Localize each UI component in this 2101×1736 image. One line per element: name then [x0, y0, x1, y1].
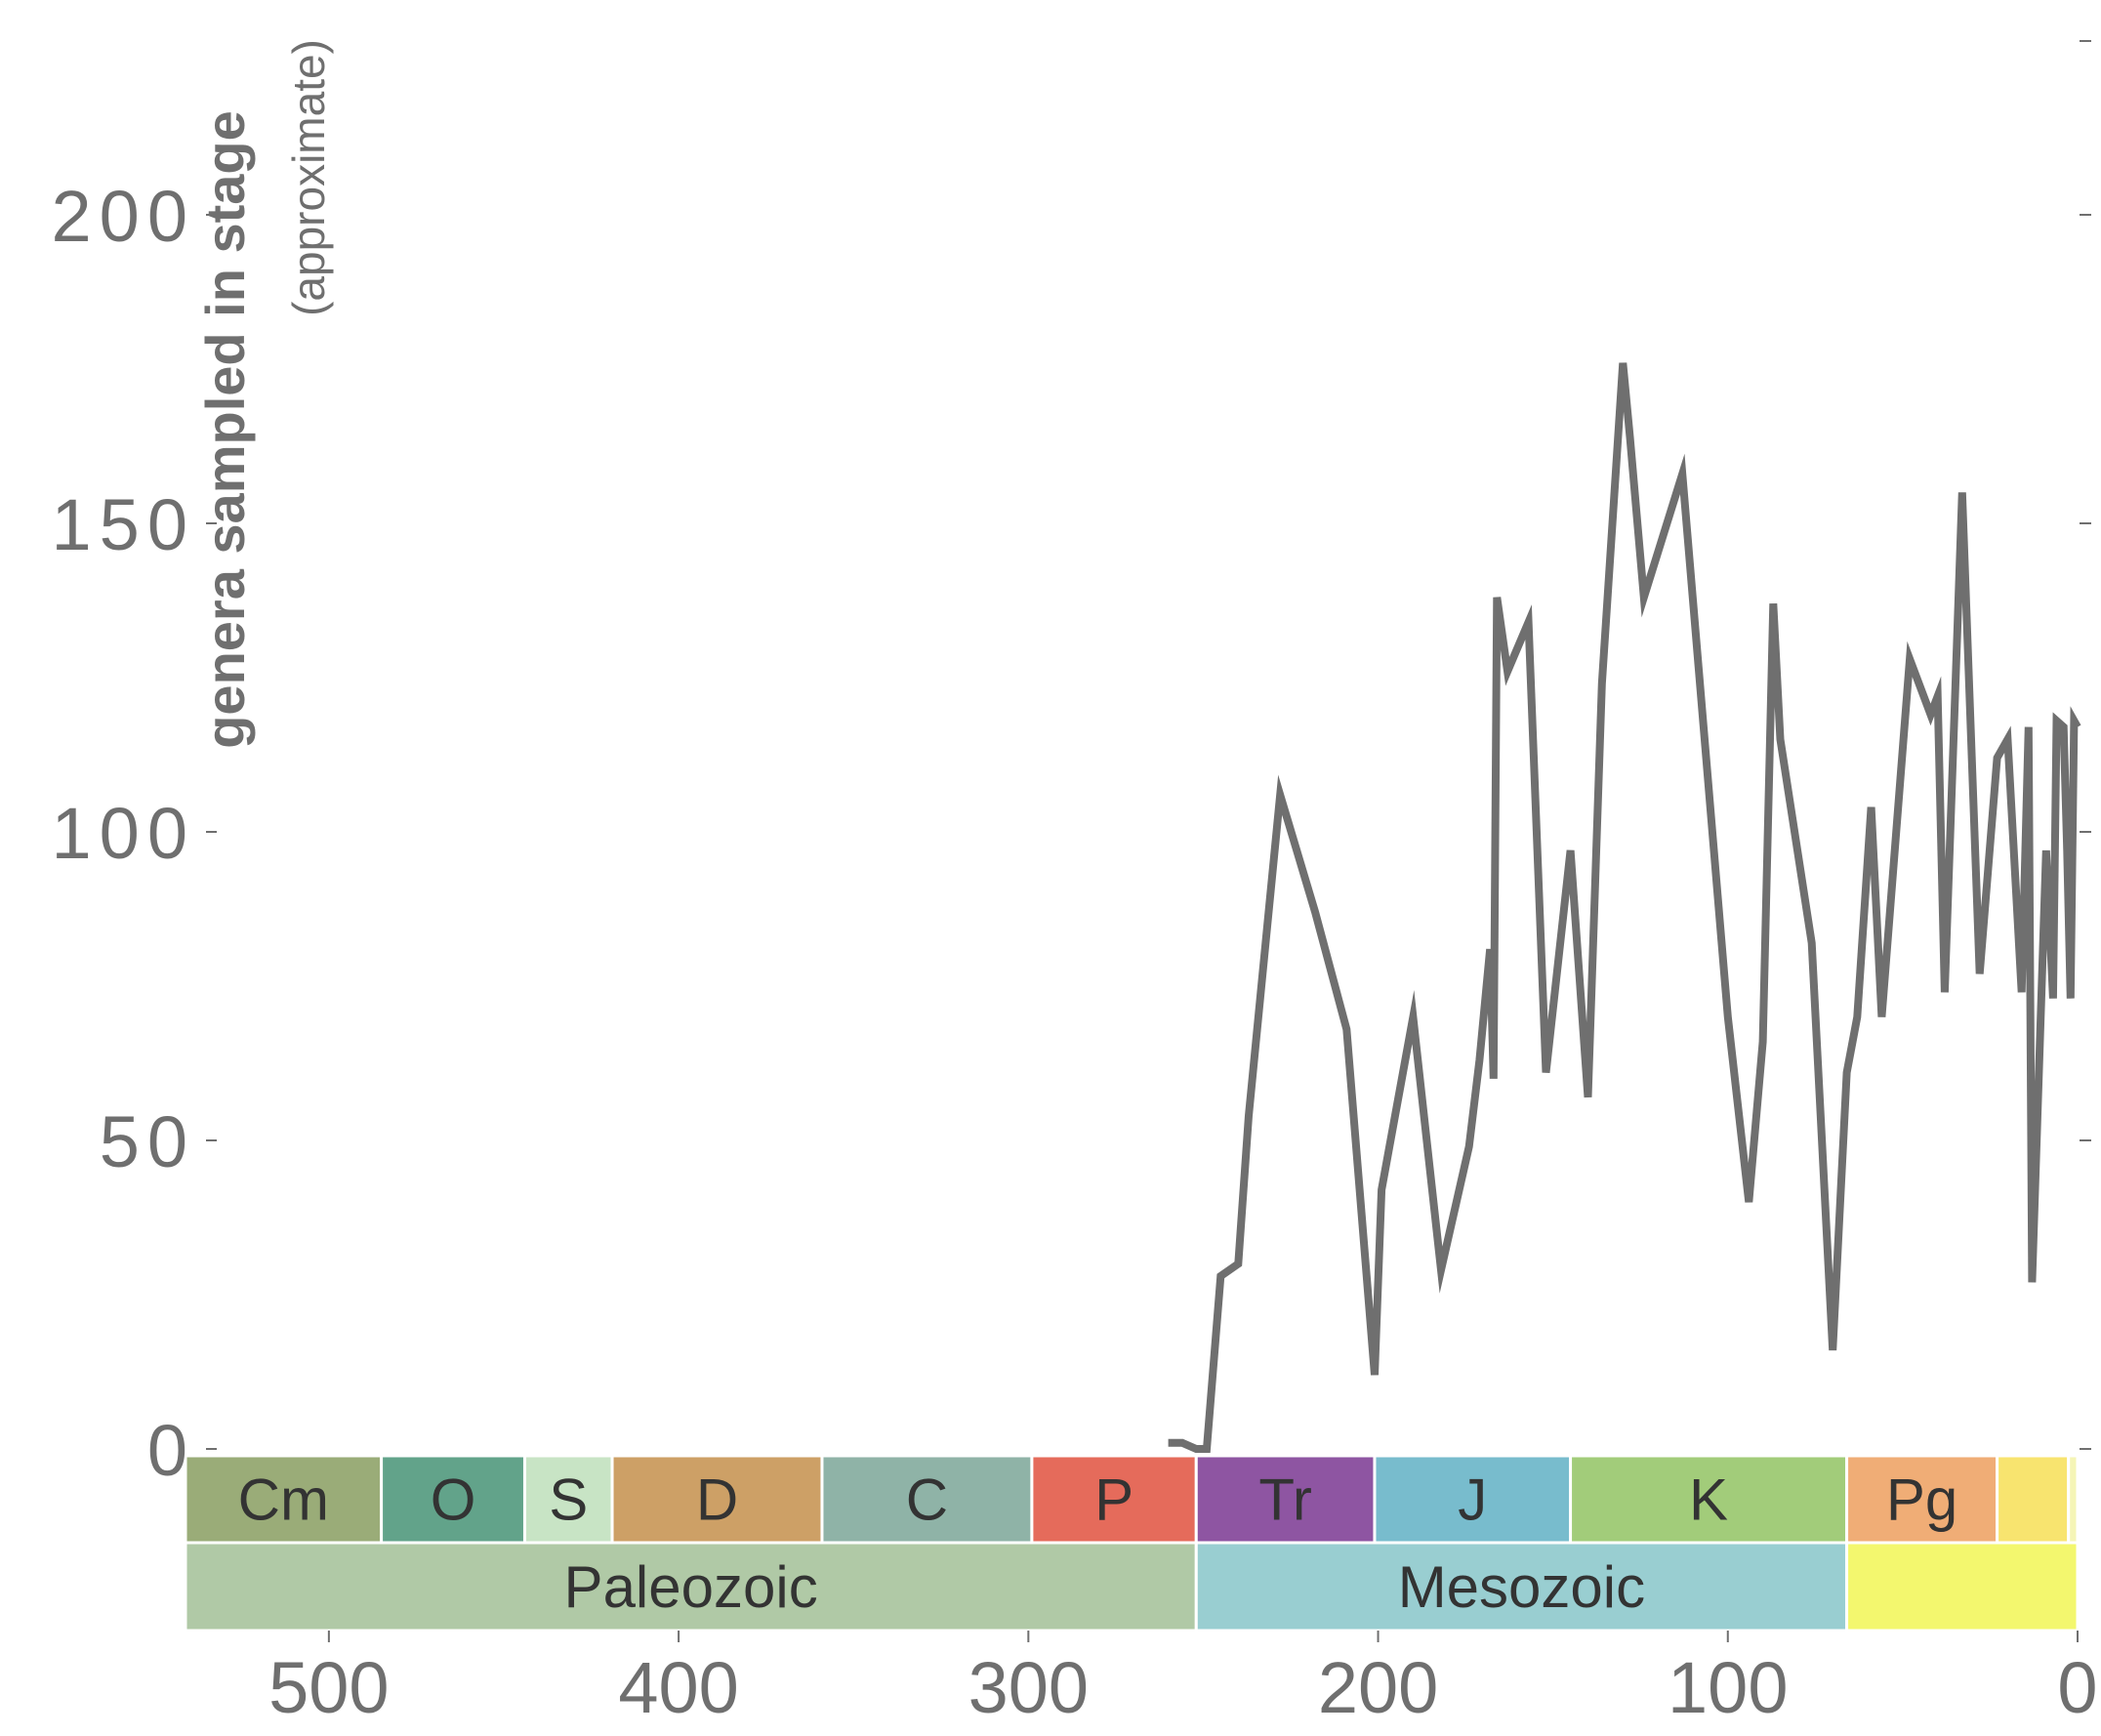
y-tick-label: 150: [52, 484, 195, 565]
period-band: [380, 1454, 526, 1545]
period-band: [184, 1454, 384, 1545]
period-label: O: [431, 1467, 476, 1533]
y-tick-label: 200: [52, 176, 195, 257]
period-label: J: [1458, 1467, 1487, 1533]
axes: 0 50 100 150 200 500 400 300 200 100 0: [52, 40, 2098, 1728]
period-label: D: [696, 1467, 738, 1533]
period-label: K: [1689, 1467, 1728, 1533]
period-label: Pg: [1886, 1467, 1957, 1533]
era-label: Paleozoic: [564, 1554, 818, 1620]
period-band: [1373, 1454, 1573, 1545]
period-label: P: [1094, 1467, 1133, 1533]
x-tick-label: 200: [1318, 1647, 1438, 1728]
geologic-timescale: Cm O S D C P Tr J K Pg Paleozoic Mesozoic: [184, 1454, 2080, 1633]
period-label: S: [549, 1467, 588, 1533]
x-tick-label: 0: [2057, 1647, 2097, 1728]
era-label: Mesozoic: [1398, 1554, 1645, 1620]
x-tick-label: 300: [968, 1647, 1089, 1728]
period-band: [2067, 1454, 2080, 1545]
period-band: [1996, 1454, 2071, 1545]
series-line: [1168, 362, 2081, 1453]
period-band: [1845, 1454, 1999, 1545]
series-group: [1168, 362, 2081, 1453]
y-axis-label-note: (approximate): [283, 39, 334, 316]
y-tick-label: 0: [147, 1410, 195, 1491]
y-tick-label: 50: [100, 1101, 195, 1182]
era-band: [1845, 1541, 2080, 1633]
x-tick-label: 100: [1668, 1647, 1788, 1728]
y-axis-label: genera sampled in stage: [194, 110, 256, 749]
period-label: C: [906, 1467, 948, 1533]
era-band: [1194, 1541, 1849, 1633]
x-tick-label: 500: [268, 1647, 389, 1728]
x-tick-label: 400: [618, 1647, 738, 1728]
period-label: Tr: [1258, 1467, 1311, 1533]
period-label: Cm: [238, 1467, 329, 1533]
y-axis-label-group: genera sampled in stage (approximate): [194, 39, 334, 749]
y-tick-label: 100: [52, 793, 195, 874]
period-band: [1030, 1454, 1198, 1545]
